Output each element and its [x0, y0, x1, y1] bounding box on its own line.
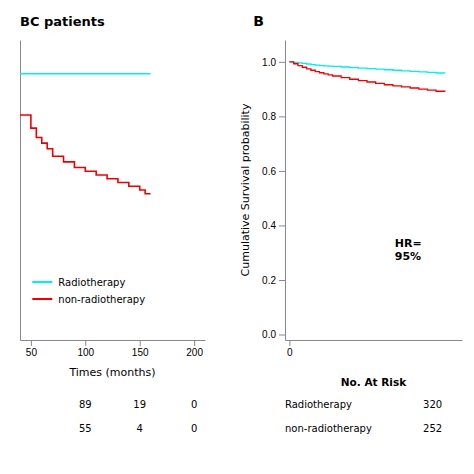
tick: 0.0 — [262, 329, 285, 340]
tick-mark — [279, 335, 285, 336]
tick: 200 — [186, 340, 203, 358]
plot-area — [20, 74, 151, 194]
tick-label: 200 — [186, 347, 203, 358]
tick-mark — [279, 116, 285, 117]
tick-label: 150 — [132, 347, 149, 358]
axis-line — [286, 340, 463, 341]
risk-value: 0 — [191, 399, 197, 410]
y-axis: 0.0 0.2 0.4 0.6 0.8 1.0 — [262, 41, 285, 341]
legend-swatch — [32, 281, 52, 283]
tick-label: 0.2 — [262, 275, 276, 286]
tick: 0 — [287, 340, 293, 358]
tick-mark — [289, 340, 290, 346]
tick-mark — [31, 340, 32, 346]
risk-value: 4 — [137, 423, 143, 434]
tick-label: 0 — [287, 347, 293, 358]
tick: 50 — [26, 340, 38, 358]
tick: 0.8 — [262, 111, 285, 122]
risk-table: No. At Risk Radiotherapy 320 non-radiothera… — [285, 376, 442, 434]
tick-label: 0.6 — [262, 166, 276, 177]
tick-mark — [279, 62, 285, 63]
tick-mark — [85, 340, 86, 346]
risk-value: 252 — [423, 423, 442, 434]
risk-title: No. At Risk — [341, 376, 407, 388]
survival-line — [20, 73, 151, 75]
axis-line — [285, 41, 286, 341]
x-axis: 0 — [286, 340, 463, 358]
x-axis: 50 100 150 200 — [21, 340, 206, 358]
axis-line — [21, 340, 206, 341]
y-axis-title: Cumulative Survival probability — [239, 103, 252, 276]
axis-line — [20, 41, 21, 341]
risk-value: 320 — [423, 399, 442, 410]
survival-line — [289, 62, 444, 92]
tick: 0.6 — [262, 166, 285, 177]
plot-area — [289, 62, 444, 92]
panel: 50 100 150 200 — [20, 41, 206, 359]
legend-label: non-radiotherapy — [58, 294, 145, 305]
title: BC patients — [20, 14, 105, 29]
tick: 0.2 — [262, 275, 285, 286]
y-axis — [20, 41, 21, 341]
risk-label: non-radiotherapy — [285, 423, 372, 434]
tick-mark — [279, 225, 285, 226]
risk-value: 55 — [79, 423, 92, 434]
risk-value: 89 — [79, 399, 92, 410]
tick-mark — [140, 340, 141, 346]
legend-label: Radiotherapy — [58, 277, 125, 288]
survival-line — [289, 62, 444, 74]
survival-line — [20, 115, 151, 194]
tick-mark — [279, 171, 285, 172]
tick: 0.4 — [262, 220, 285, 231]
tick: 1.0 — [262, 57, 285, 68]
legend: Radiotherapy non-radiotherapy — [32, 277, 145, 305]
tick-label: 0.8 — [262, 111, 276, 122]
tick-mark — [194, 340, 195, 346]
tick-label: 100 — [77, 347, 94, 358]
title: B — [253, 13, 264, 29]
tick: 150 — [132, 340, 149, 358]
chart: 50 100 150 200 BC patients Times (months) Radi… — [0, 0, 474, 474]
tick-mark — [279, 280, 285, 281]
risk-table: 89 19 0 55 4 0 — [79, 399, 197, 434]
legend-swatch — [32, 298, 52, 300]
panel: 0 0.0 0.2 0.4 0.6 0.8 1.0 — [262, 41, 462, 359]
tick: 100 — [77, 340, 94, 358]
risk-label: Radiotherapy — [285, 399, 352, 410]
annotation-line: HR= — [395, 237, 422, 250]
tick-label: 1.0 — [262, 57, 276, 68]
risk-value: 19 — [133, 399, 146, 410]
x-axis-title: Times (months) — [68, 366, 155, 379]
annotation: HR=95% — [395, 237, 422, 263]
tick-label: 0.4 — [262, 220, 276, 231]
tick-label: 50 — [26, 347, 38, 358]
annotation-line: 95% — [395, 250, 421, 263]
risk-value: 0 — [191, 423, 197, 434]
tick-label: 0.0 — [262, 329, 276, 340]
